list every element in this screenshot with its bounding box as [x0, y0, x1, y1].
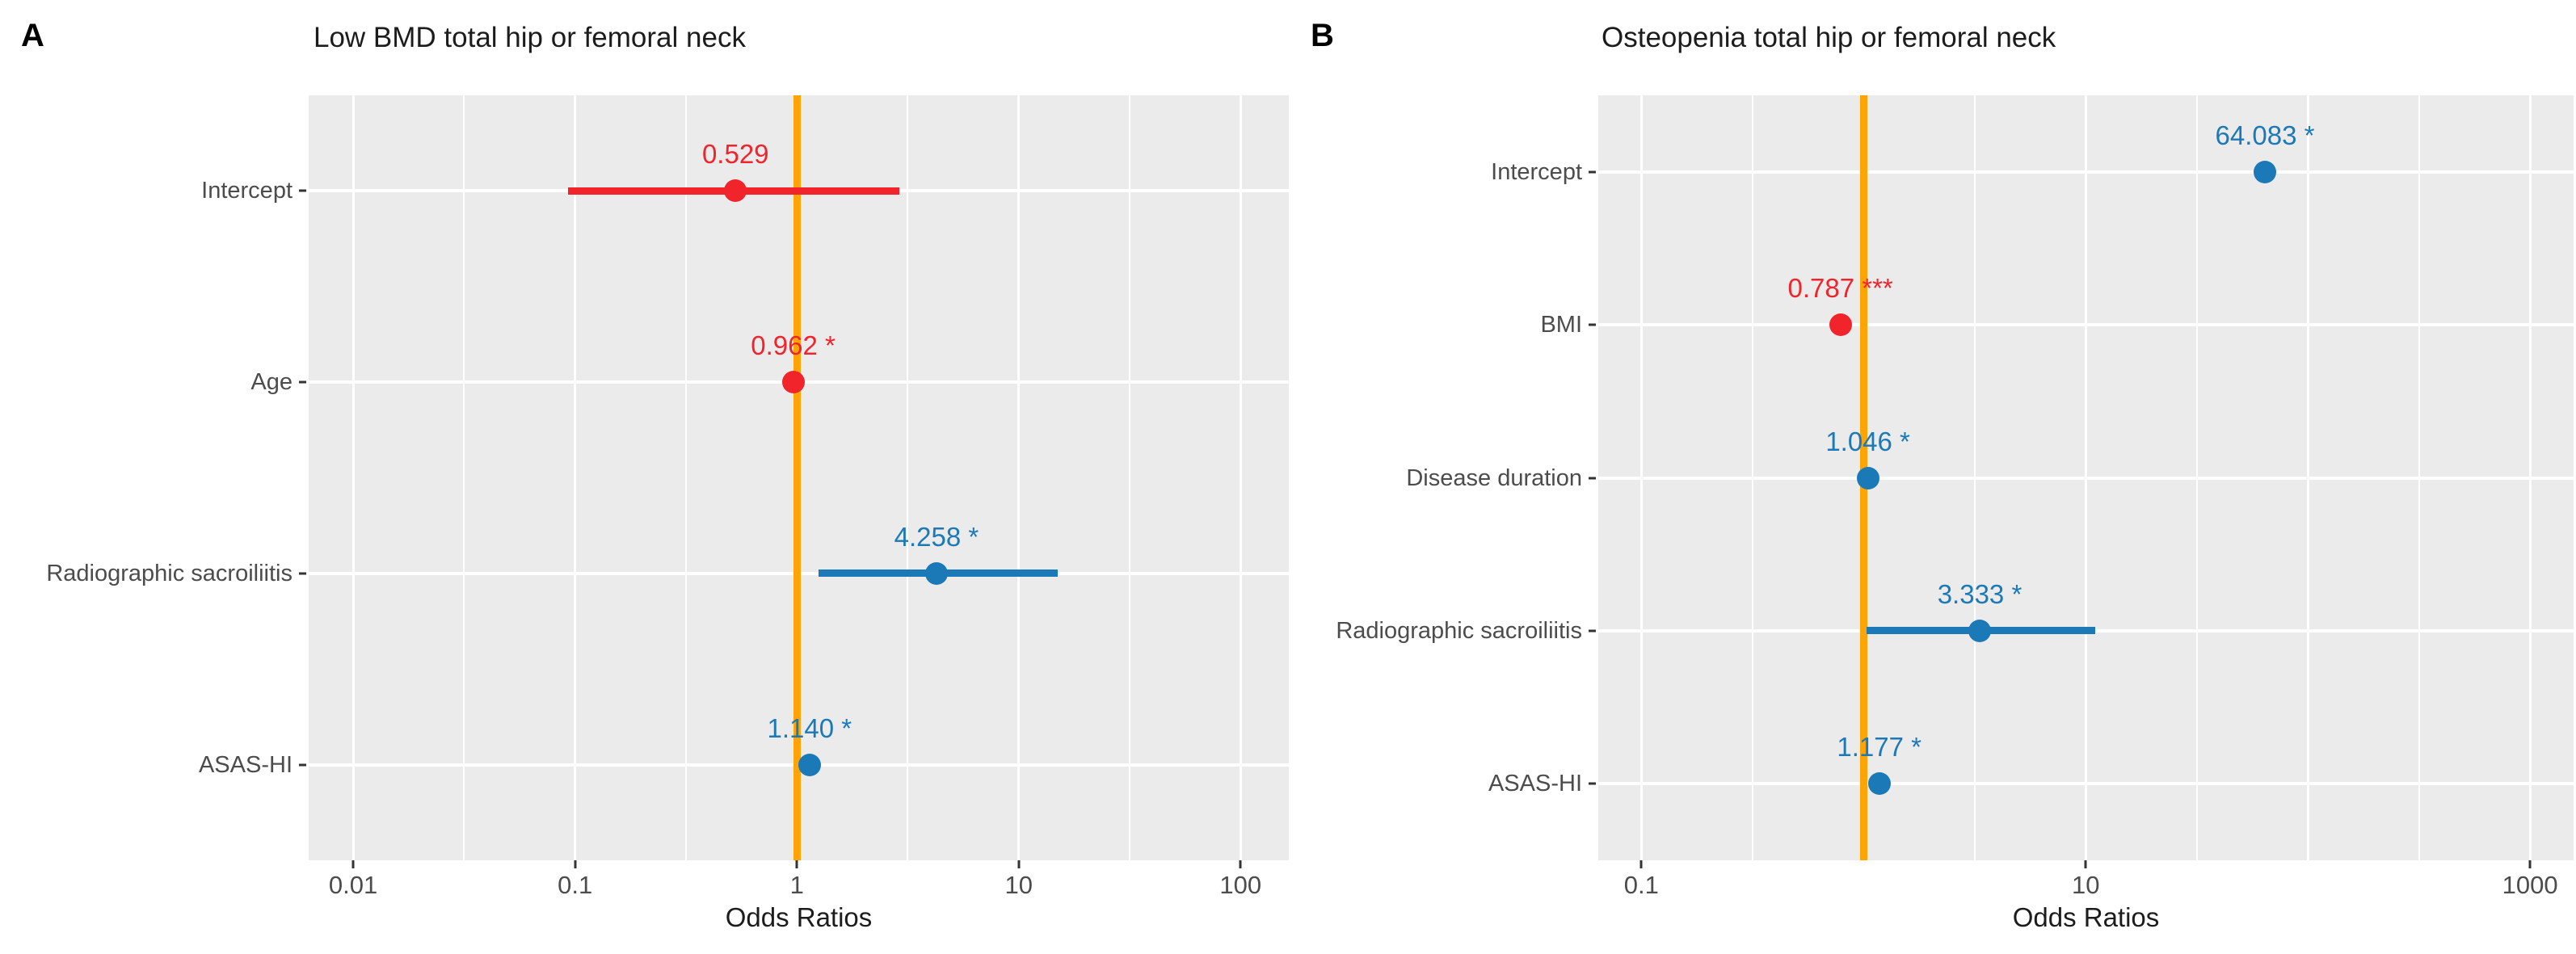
x-tick-label: 1: [789, 871, 804, 899]
y-axis-tick: [1589, 323, 1596, 326]
x-tick-label: 0.1: [1623, 871, 1659, 899]
estimate-dot: [1968, 619, 1991, 642]
x-axis-tick: [1639, 860, 1643, 868]
x-minor-gridline: [684, 95, 687, 860]
x-axis-tick: [1017, 860, 1021, 868]
x-major-gridline: [574, 95, 577, 860]
panel-b-plot-area: 64.083 * 0.787 *** 1.046 * 3.333 * 1.177 *: [1598, 95, 2574, 860]
row-label: ASAS-HI: [198, 751, 293, 778]
x-major-gridline: [1639, 95, 1643, 860]
x-tick-label: 100: [1219, 871, 1262, 899]
value-label: 1.046 *: [1825, 426, 1910, 456]
estimate-dot: [724, 179, 747, 203]
y-axis-tick: [1589, 477, 1596, 479]
panel-a-x-axis-title: Odds Ratios: [725, 902, 873, 932]
y-axis-tick: [299, 189, 306, 192]
panel-b-title: Osteopenia total hip or femoral neck: [1602, 22, 2056, 53]
x-minor-gridline: [1128, 95, 1130, 860]
estimate-dot: [781, 371, 805, 394]
estimate-dot: [2254, 160, 2277, 183]
y-axis-tick: [299, 380, 306, 384]
value-label: 3.333 *: [1937, 578, 2022, 609]
x-minor-gridline: [2418, 95, 2420, 860]
value-label: 0.962 *: [751, 330, 836, 361]
x-axis-tick: [574, 860, 577, 868]
x-axis-tick: [1239, 860, 1242, 868]
x-tick-label: 10: [2071, 871, 2100, 899]
row-label: Age: [250, 369, 293, 396]
row-label: ASAS-HI: [1488, 771, 1582, 797]
x-major-gridline: [2084, 95, 2087, 860]
value-label: 4.258 *: [894, 521, 979, 552]
estimate-dot: [924, 561, 948, 585]
x-tick-label: 10: [1004, 871, 1033, 899]
x-tick-label: 0.1: [558, 871, 593, 899]
value-label: 0.787 ***: [1787, 273, 1893, 304]
panel-a-title: Low BMD total hip or femoral neck: [314, 22, 746, 53]
value-label: 64.083 *: [2215, 120, 2315, 150]
x-tick-label: 1000: [2502, 871, 2558, 899]
y-axis-tick: [299, 572, 306, 575]
estimate-dot: [1867, 772, 1891, 796]
x-minor-gridline: [907, 95, 909, 860]
x-axis-tick: [2528, 860, 2532, 868]
x-major-gridline: [2528, 95, 2532, 860]
x-major-gridline: [351, 95, 355, 860]
estimate-dot: [798, 753, 821, 776]
row-label: Radiographic sacroiliitis: [1336, 617, 1582, 644]
x-tick-label: 0.01: [328, 871, 378, 899]
panel-a-letter: A: [21, 18, 44, 53]
row-label: Intercept: [1491, 158, 1582, 185]
y-axis-tick: [1589, 170, 1596, 174]
value-label: 0.529: [701, 139, 769, 170]
x-major-gridline: [2306, 95, 2309, 860]
x-minor-gridline: [2195, 95, 2198, 860]
value-label: 1.177 *: [1837, 732, 1921, 763]
estimate-dot: [1856, 466, 1879, 490]
x-major-gridline: [1017, 95, 1021, 860]
x-axis-tick: [351, 860, 355, 868]
x-major-gridline: [1239, 95, 1242, 860]
panel-a-plot-area: 0.529 0.962 * 4.258 * 1.140 *: [309, 95, 1289, 860]
row-label: BMI: [1540, 312, 1582, 338]
x-minor-gridline: [1751, 95, 1753, 860]
x-minor-gridline: [463, 95, 465, 860]
row-label: Disease duration: [1406, 464, 1582, 491]
panel-b-x-axis-title: Odds Ratios: [2012, 902, 2160, 932]
value-label: 1.140 *: [767, 712, 852, 743]
row-label: Intercept: [201, 178, 293, 204]
x-minor-gridline: [1973, 95, 1976, 860]
x-axis-tick: [795, 860, 798, 868]
panel-b-letter: B: [1311, 18, 1334, 53]
reference-line: [793, 95, 801, 860]
row-label: Radiographic sacroiliitis: [46, 560, 293, 586]
estimate-dot: [1829, 313, 1852, 337]
y-axis-tick: [1589, 782, 1596, 785]
y-axis-tick: [299, 763, 306, 767]
x-axis-tick: [2084, 860, 2087, 868]
y-axis-tick: [1589, 629, 1596, 632]
